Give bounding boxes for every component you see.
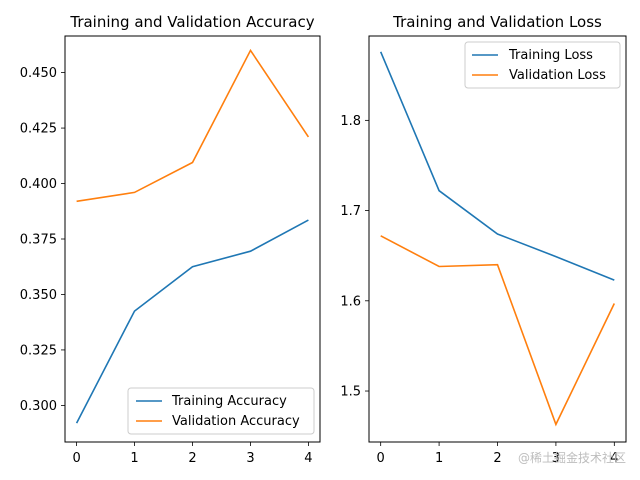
- accuracy-legend-label-validation: Validation Accuracy: [172, 414, 300, 429]
- accuracy-series-training-line: [75, 219, 309, 424]
- loss-xtick-label: 1: [435, 451, 443, 466]
- loss-legend-box: [464, 41, 621, 89]
- accuracy-series: [75, 48, 310, 424]
- accuracy-xtick-label: 4: [304, 451, 312, 466]
- loss-legend-label-training: Training Loss: [508, 48, 593, 63]
- loss-xtick-label: 0: [377, 451, 385, 466]
- loss-ytick-label: 1.6: [340, 294, 361, 309]
- accuracy-xtick-label: 1: [130, 451, 138, 466]
- loss-ytick-label: 1.7: [340, 204, 361, 219]
- loss-chart: Training and Validation Loss 1.51.61.71.…: [340, 13, 627, 466]
- loss-ytick-label: 1.8: [340, 114, 361, 129]
- accuracy-series-validation-line: [76, 48, 310, 203]
- accuracy-ytick-label: 0.300: [20, 399, 57, 414]
- loss-xtick-label: 4: [610, 451, 618, 466]
- accuracy-ytick-label: 0.400: [20, 177, 57, 192]
- accuracy-xtick-label: 0: [72, 451, 80, 466]
- loss-axes-frame: [368, 35, 627, 443]
- loss-legend-label-validation: Validation Loss: [509, 68, 606, 83]
- accuracy-chart: Training and Validation Accuracy 0.3000.…: [20, 13, 321, 466]
- accuracy-ytick-label: 0.425: [20, 122, 57, 137]
- accuracy-xtick-label: 2: [188, 451, 196, 466]
- accuracy-legend: Training Accuracy Validation Accuracy: [127, 387, 315, 435]
- loss-series-training-line: [379, 51, 615, 281]
- accuracy-legend-label-training: Training Accuracy: [171, 394, 287, 409]
- accuracy-ytick-label: 0.350: [20, 288, 57, 303]
- loss-xtick-label: 2: [493, 451, 501, 466]
- accuracy-xtick-label: 3: [246, 451, 254, 466]
- accuracy-chart-title: Training and Validation Accuracy: [69, 13, 314, 31]
- loss-series-validation-line: [380, 235, 616, 427]
- loss-ticks: 1.5 1.6 1.7 1.8 0 1 2 3 4: [340, 114, 618, 466]
- loss-xtick-label: 3: [552, 451, 560, 466]
- watermark-text: @稀土掘金技术社区: [518, 450, 626, 465]
- accuracy-axes-frame: [64, 35, 321, 443]
- accuracy-ytick-label: 0.375: [20, 233, 57, 248]
- loss-legend: Training Loss Validation Loss: [464, 41, 621, 89]
- accuracy-ytick-label: 0.325: [20, 343, 57, 358]
- accuracy-ytick-label: 0.450: [20, 66, 57, 81]
- loss-ytick-label: 1.5: [340, 385, 361, 400]
- loss-series: [379, 51, 616, 427]
- loss-chart-title: Training and Validation Loss: [392, 13, 602, 31]
- accuracy-legend-box: [127, 387, 315, 435]
- accuracy-ticks: 0.300 0.325 0.350 0.375 0.400 0.425 0.450 0 1 2 3 4: [20, 66, 313, 466]
